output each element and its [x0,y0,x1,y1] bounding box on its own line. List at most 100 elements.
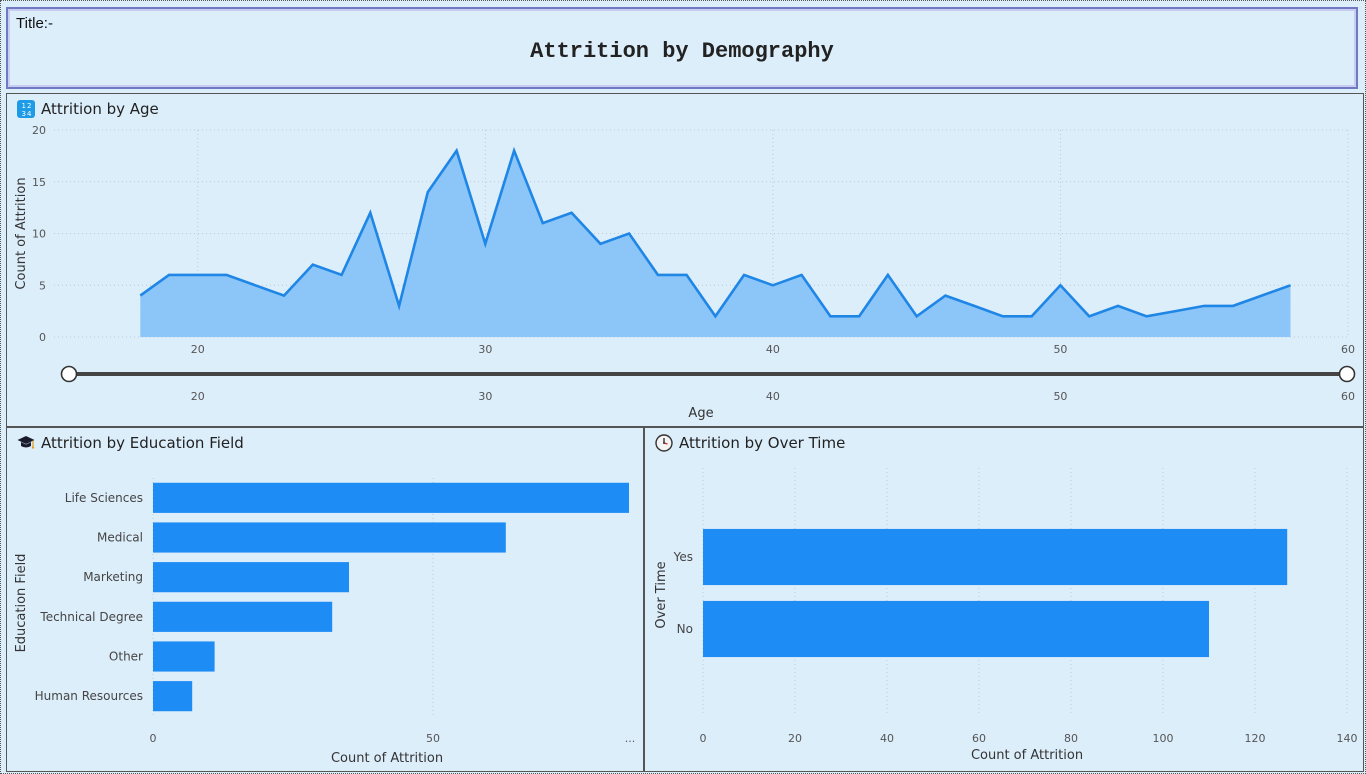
age-data-point[interactable] [1144,313,1150,319]
age-data-point[interactable] [712,313,718,319]
overtime-y-axis-label: Over Time [654,561,669,628]
overtime-bar[interactable] [703,600,1209,658]
overtime-x-tick-label: 20 [788,732,802,745]
education-bar[interactable] [153,482,629,513]
age-data-point[interactable] [655,272,661,278]
age-x-tick-label: 40 [766,343,780,356]
svg-text:2: 2 [27,102,31,110]
education-bar-chart[interactable]: 0 50 ... Life Sciences Medical Marketing Techn… [7,428,643,771]
age-data-point[interactable] [310,262,316,268]
age-chart-title: 1 2 3 4 Attrition by Age [17,100,159,118]
age-data-point[interactable] [799,272,805,278]
overtime-x-tick-label: 80 [1064,732,1078,745]
age-data-point[interactable] [1000,313,1006,319]
age-data-point[interactable] [339,272,345,278]
overtime-x-tick-label: 120 [1245,732,1266,745]
numbers-icon: 1 2 3 4 [17,100,35,118]
education-x-tick-label: 50 [426,732,440,745]
age-data-point[interactable] [1086,313,1092,319]
age-area-chart[interactable]: 0 5 10 15 20 20 30 40 50 60 Count of Attrition 20 30… [7,94,1363,426]
education-category-label: Human Resources [35,689,143,703]
overtime-category-label: Yes [673,550,693,564]
age-data-point[interactable] [626,231,632,237]
age-x-tick-label: 30 [478,343,492,356]
overtime-chart-title: Attrition by Over Time [655,434,845,452]
age-series-line [139,146,1291,319]
age-slider-min-handle[interactable] [60,365,78,383]
age-data-point[interactable] [1115,303,1121,309]
overtime-x-tick-label: 0 [700,732,707,745]
page-title: Attrition by Demography [530,39,834,64]
svg-text:4: 4 [27,110,32,118]
education-x-tick-more: ... [625,732,636,745]
age-data-point[interactable] [252,282,258,288]
education-bar[interactable] [153,601,333,632]
age-data-point[interactable] [367,210,373,216]
age-data-point[interactable] [166,272,172,278]
overtime-x-tick-label: 60 [972,732,986,745]
overtime-chart-title-text: Attrition by Over Time [679,434,846,452]
education-bar[interactable] [153,522,506,553]
age-data-point[interactable] [971,303,977,309]
age-data-point[interactable] [1259,293,1265,299]
age-chart-title-text: Attrition by Age [41,100,159,118]
age-data-point[interactable] [770,282,776,288]
svg-text:3: 3 [22,110,26,118]
age-data-point[interactable] [1201,303,1207,309]
age-x-tick-label: 20 [191,343,205,356]
overtime-x-axis-label: Count of Attrition [971,748,1083,763]
age-data-point[interactable] [281,293,287,299]
age-data-point[interactable] [425,189,431,195]
overtime-category-label: No [677,622,693,636]
age-slider-tick-label: 60 [1341,390,1355,403]
age-slider-max-handle[interactable] [1338,365,1356,383]
overtime-bar-chart[interactable]: 0 20 40 60 80 100 120 140 Yes No Over Time Count of… [645,428,1363,771]
title-card: Title:- Attrition by Demography [6,7,1358,89]
education-bar[interactable] [153,562,349,593]
age-data-point[interactable] [684,272,690,278]
education-chart-panel[interactable]: Attrition by Education Field 0 50... Life … [6,427,644,772]
education-x-axis-label: Count of Attrition [331,751,443,766]
header-label: Title:- [16,15,53,32]
age-data-point[interactable] [1057,282,1063,288]
graduation-cap-icon [17,435,35,451]
education-category-label: Marketing [83,570,143,584]
education-bar[interactable] [153,681,193,712]
age-data-point[interactable] [1287,282,1293,288]
age-data-point[interactable] [914,313,920,319]
overtime-chart-panel[interactable]: Attrition by Over Time 0 20 40 60 80 100 120 14… [644,427,1364,772]
age-data-point[interactable] [137,293,143,299]
age-data-point[interactable] [827,313,833,319]
age-data-point[interactable] [597,241,603,247]
overtime-bar[interactable] [703,528,1288,586]
age-data-point[interactable] [569,210,575,216]
clock-icon [655,434,673,452]
education-y-axis-label: Education Field [14,554,29,653]
age-data-point[interactable] [396,303,402,309]
age-y-tick-label: 0 [39,331,46,344]
age-data-point[interactable] [224,272,230,278]
age-chart-panel[interactable]: 1 2 3 4 Attrition by Age 0 5 10 15 20 20 30 40 5… [6,93,1364,427]
age-data-point[interactable] [482,241,488,247]
age-data-point[interactable] [540,220,546,226]
age-data-point[interactable] [1172,308,1178,314]
education-category-label: Life Sciences [65,491,143,505]
education-category-label: Medical [97,531,143,545]
age-x-axis-label: Age [688,406,713,421]
age-y-tick-label: 5 [39,279,46,292]
education-category-label: Other [109,650,143,664]
age-y-tick-label: 20 [32,124,46,137]
age-y-tick-label: 15 [32,176,46,189]
age-y-tick-label: 10 [32,228,46,241]
age-slider-tick-label: 20 [191,390,205,403]
age-data-point[interactable] [856,313,862,319]
age-data-point[interactable] [454,148,460,154]
age-data-point[interactable] [741,272,747,278]
age-data-point[interactable] [885,272,891,278]
age-data-point[interactable] [1230,303,1236,309]
education-bar[interactable] [153,641,215,672]
age-data-point[interactable] [1029,313,1035,319]
age-data-point[interactable] [942,293,948,299]
age-data-point[interactable] [195,272,201,278]
age-data-point[interactable] [511,148,517,154]
